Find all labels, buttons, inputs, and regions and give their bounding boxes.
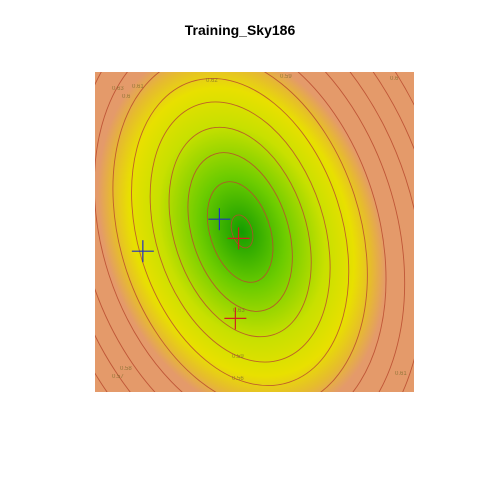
contour-line (206, 181, 274, 283)
contour-label: 0.61 (395, 371, 407, 377)
contour-label: 0.63 (112, 86, 124, 92)
contour-label: 0.6 (122, 94, 131, 100)
red-cross-1 (227, 227, 250, 250)
contour-line (230, 214, 254, 249)
chart-title: Training_Sky186 (184, 22, 296, 38)
markers (131, 208, 250, 330)
contour-label: 0.56 (232, 376, 244, 382)
blue-cross-2 (131, 240, 154, 263)
contour-label: 0.61 (132, 84, 144, 90)
contour-line (112, 72, 368, 392)
contour-line (131, 78, 350, 386)
contour-line (95, 72, 406, 392)
contour-label: 0.59 (280, 74, 292, 80)
contour-label: 0.57 (112, 374, 124, 380)
contour-label: 0.63 (233, 308, 245, 314)
contour-label: 0.62 (206, 78, 218, 84)
contour-labels: 0.590.630.60.610.620.570.580.560.590.630… (112, 74, 407, 382)
contour-line (168, 126, 312, 338)
contour-label: 0.59 (232, 354, 244, 360)
red-cross-2 (224, 307, 247, 330)
contour-label: 0.6 (390, 76, 399, 82)
contour-line (95, 72, 387, 392)
blue-cross-1 (208, 208, 231, 231)
color-field (95, 72, 414, 392)
contour-line (149, 101, 331, 363)
contour-line (187, 152, 293, 312)
contour-label: 0.58 (120, 366, 132, 372)
